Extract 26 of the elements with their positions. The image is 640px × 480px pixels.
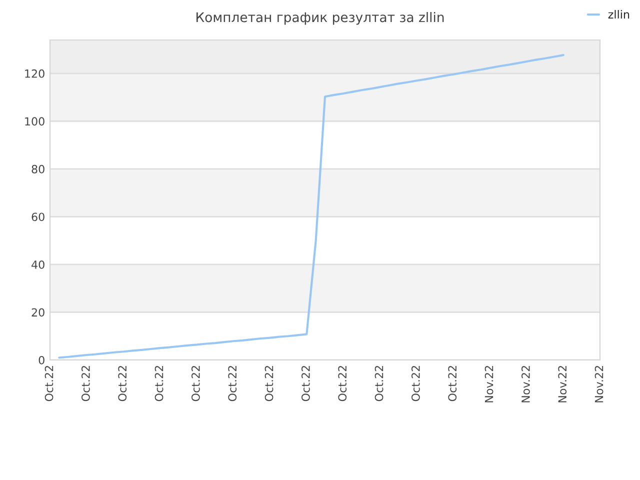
x-tick-label: Oct.22 (81, 366, 90, 402)
x-tick-label: Oct.22 (301, 366, 310, 402)
y-tick-label: 80 (32, 164, 44, 174)
x-tick-label: Nov.22 (521, 366, 530, 402)
line-series (58, 54, 564, 359)
x-tick-label: Oct.22 (191, 366, 200, 402)
legend-label: zllin (608, 10, 630, 18)
y-tick-label: 20 (32, 308, 44, 317)
x-tick-label: Oct.22 (118, 366, 127, 402)
x-tick-label: Oct.22 (374, 366, 384, 402)
x-tick-label: Nov.22 (594, 366, 604, 402)
x-tick-label: Oct.22 (264, 366, 274, 402)
x-tick-label: Oct.22 (44, 366, 54, 402)
x-tick-label: Oct.22 (448, 366, 457, 402)
x-tick-label: Nov.22 (558, 366, 567, 402)
y-tick-label: 120 (25, 69, 44, 78)
y-tick-label: 100 (25, 117, 44, 126)
chart-title: Комплетан график резултат за zllin (196, 12, 444, 25)
x-tick-label: Nov.22 (484, 366, 494, 402)
x-tick-label: Oct.22 (411, 366, 420, 402)
x-tick-label: Oct.22 (228, 366, 237, 402)
y-tick-label: 0 (38, 356, 44, 364)
y-tick-label: 60 (32, 212, 44, 222)
x-tick-label: Oct.22 (338, 366, 347, 402)
x-tick-label: Oct.22 (154, 366, 164, 402)
y-tick-label: 40 (32, 260, 44, 269)
